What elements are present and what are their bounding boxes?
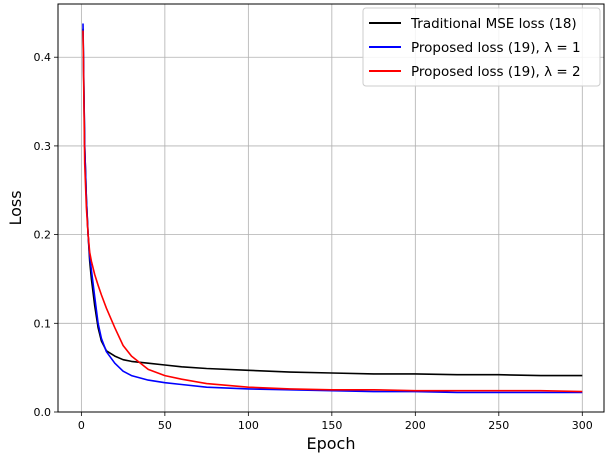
y-tick-label: 0.2 (34, 229, 52, 242)
x-tick-label: 100 (238, 419, 259, 432)
y-tick-label: 0.3 (34, 140, 52, 153)
x-tick-label: 250 (488, 419, 509, 432)
legend-box (362, 7, 601, 87)
y-tick-label: 0.1 (34, 317, 52, 330)
series-lines (82, 23, 583, 394)
x-tick-label: 200 (405, 419, 426, 432)
x-axis-ticks: 0 50 100 150 200 250 300 (78, 412, 593, 432)
legend-label: Traditional MSE loss (18) (410, 16, 577, 32)
y-axis-label: Loss (6, 190, 25, 225)
y-axis-ticks: 0.0 0.1 0.2 0.3 0.4 (34, 51, 58, 419)
x-tick-label: 0 (78, 419, 85, 432)
x-axis-label: Epoch (307, 434, 356, 453)
y-tick-label: 0.4 (34, 51, 52, 64)
y-tick-label: 0.0 (34, 406, 52, 419)
series-line-2 (82, 23, 583, 394)
plot-frame (57, 3, 605, 413)
x-tick-label: 150 (321, 419, 342, 432)
legend-label: Proposed loss (19), λ = 1 (411, 40, 581, 56)
legend-label: Proposed loss (19), λ = 2 (411, 64, 581, 80)
legend: Traditional MSE loss (18) Proposed loss (… (362, 7, 601, 87)
x-tick-label: 50 (158, 419, 172, 432)
series-line-3 (82, 30, 583, 393)
x-tick-label: 300 (572, 419, 593, 432)
